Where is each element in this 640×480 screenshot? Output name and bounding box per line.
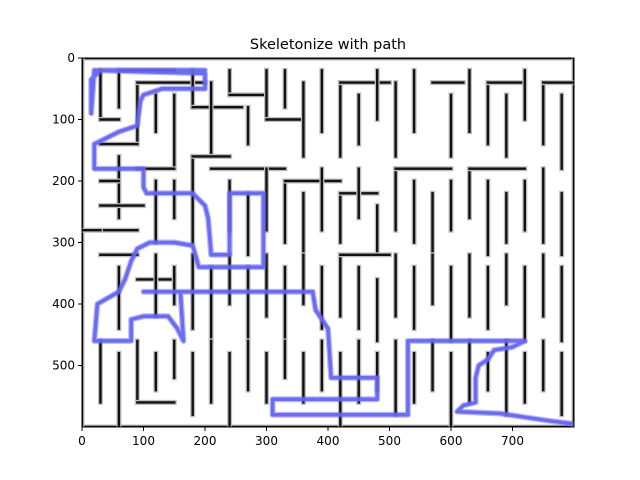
plot-area [81,57,575,428]
y-tick-label: 500 [52,359,75,373]
x-tick-label: 100 [132,434,155,448]
y-tick-label: 0 [67,51,75,65]
y-tick-label: 400 [52,297,75,311]
x-tick-label: 0 [78,434,86,448]
x-tick-label: 200 [194,434,217,448]
x-axis: 0 100 200 300 400 500 600 700 [78,427,524,448]
x-tick-label: 300 [255,434,278,448]
y-axis: 0 100 200 300 400 500 [52,51,82,373]
maze-walls [82,58,574,427]
y-tick-label: 200 [52,174,75,188]
chart-title: Skeletonize with path [250,37,406,53]
solution-path [89,68,574,426]
y-tick-label: 100 [52,113,75,127]
x-tick-label: 500 [378,434,401,448]
x-tick-label: 700 [501,434,524,448]
x-tick-label: 600 [440,434,463,448]
y-tick-label: 300 [52,236,75,250]
x-tick-label: 400 [317,434,340,448]
